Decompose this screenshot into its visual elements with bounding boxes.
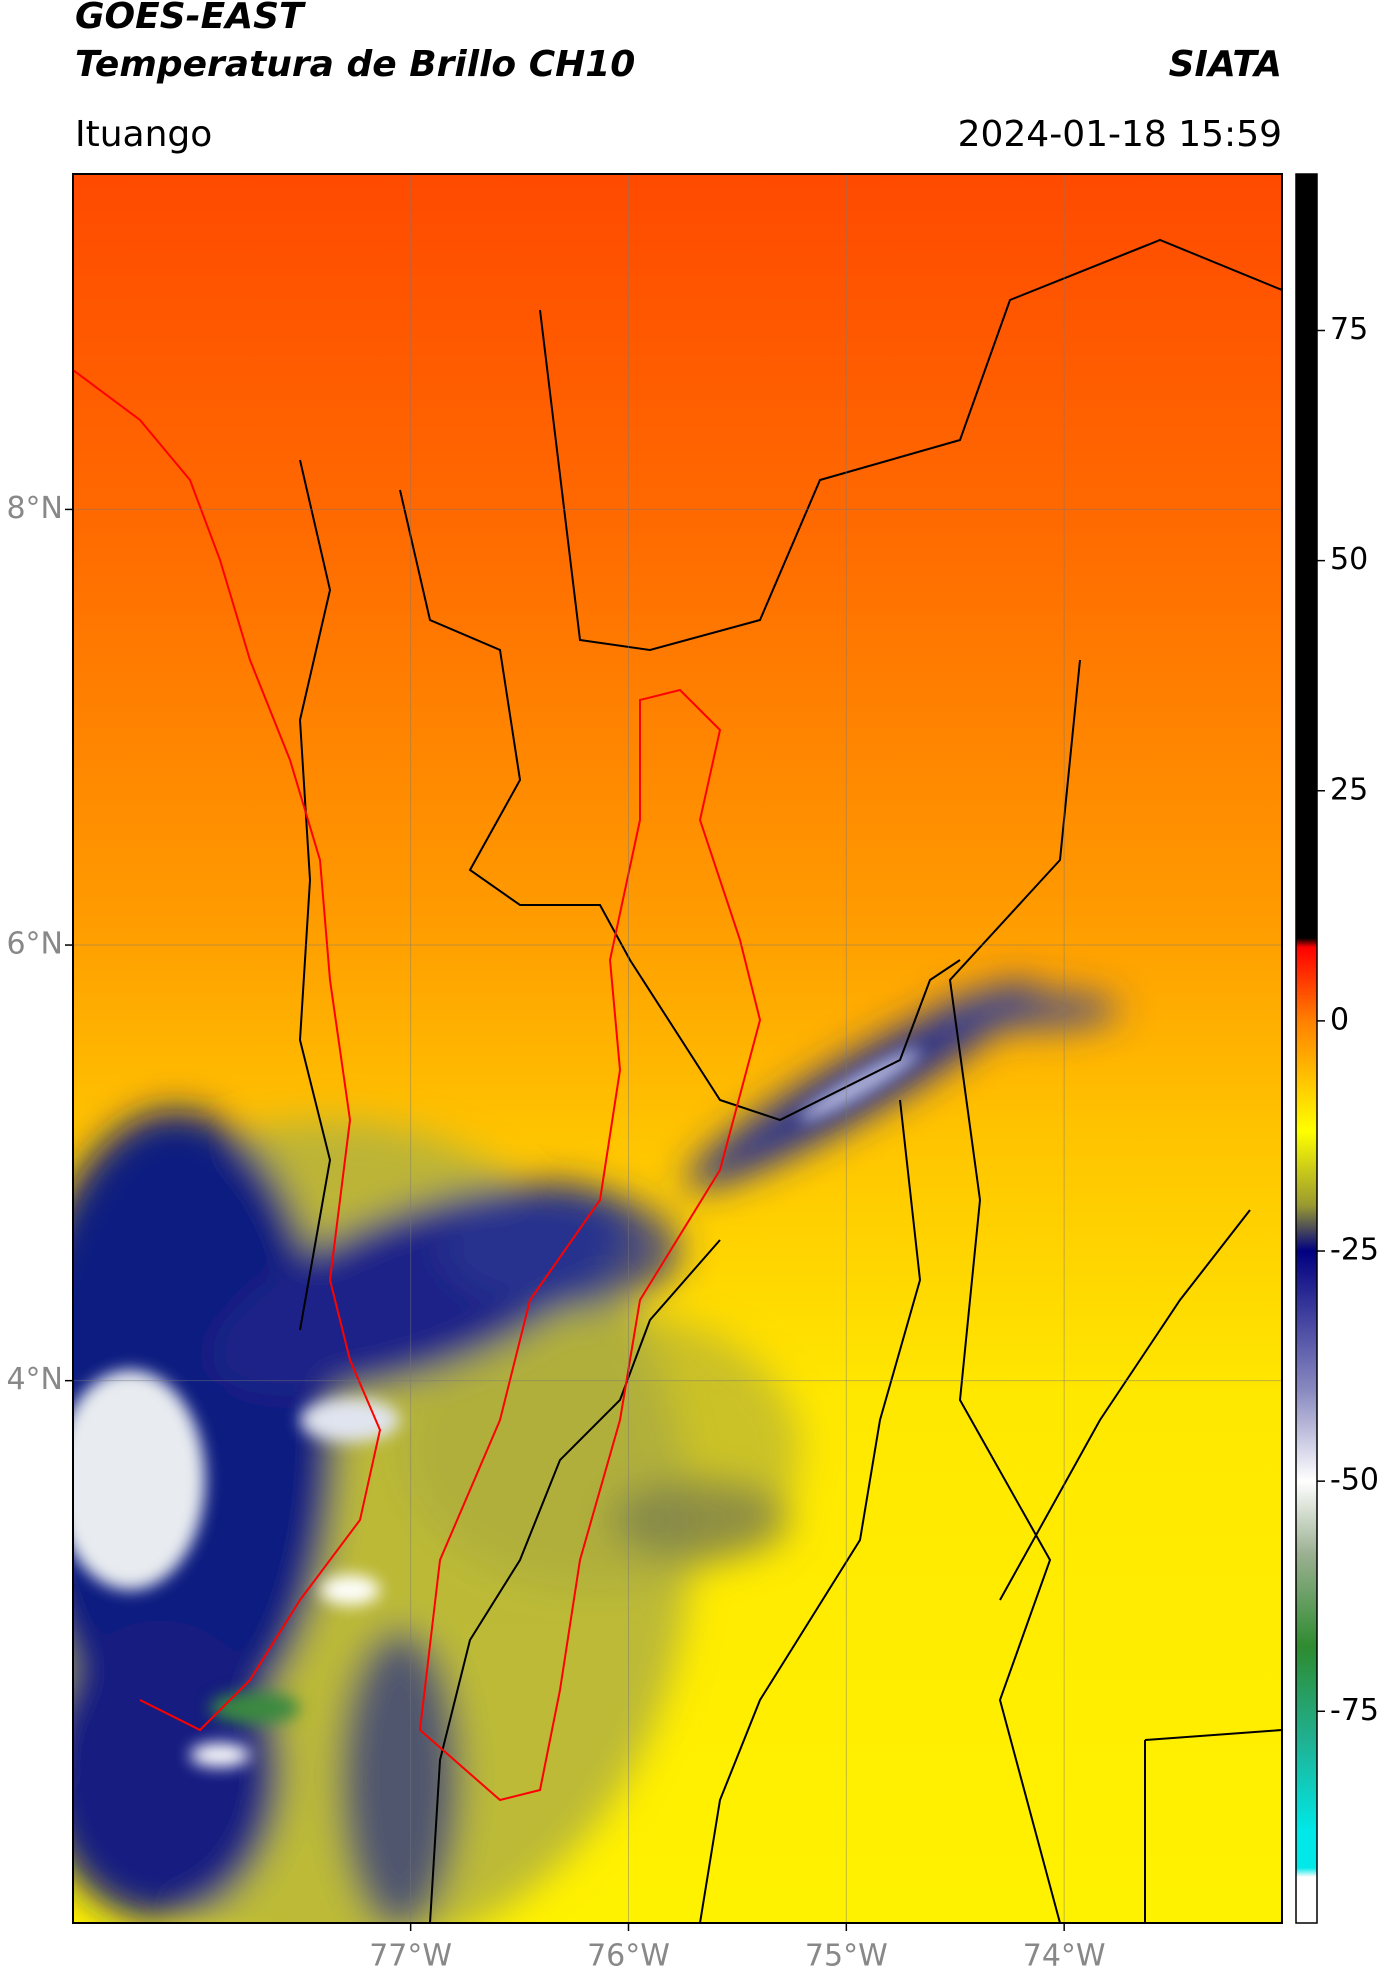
borders [298, 238, 1282, 1923]
cloud-core [73, 1048, 921, 1767]
lat-tick-label: 4°N [6, 1362, 63, 1397]
region: Ituango [75, 114, 212, 155]
lon-tick-label: 76°W [587, 1939, 670, 1974]
map-field [73, 174, 1282, 1923]
source: SIATA [1169, 44, 1282, 85]
lat-tick-label: 8°N [6, 491, 63, 526]
map-frame [72, 173, 1283, 1924]
title: GOES-EAST [75, 0, 306, 37]
coast-and-watershed [73, 369, 762, 1802]
colorbar-tick-label: 50 [1330, 542, 1368, 577]
cloud-field [73, 981, 1120, 1923]
datetime: 2024-01-18 15:59 [958, 114, 1282, 155]
lat-tick-label: 6°N [6, 927, 63, 962]
colorbar-tick-label: 25 [1330, 772, 1368, 807]
lon-tick-label: 77°W [369, 1939, 452, 1974]
subtitle: Temperatura de Brillo CH10 [75, 44, 635, 85]
lon-tick-label: 75°W [805, 1939, 888, 1974]
colorbar-tick-label: -50 [1330, 1463, 1379, 1498]
lon-tick-label: 74°W [1023, 1939, 1106, 1974]
colorbar-tick-label: 0 [1330, 1002, 1349, 1037]
grid [73, 174, 1282, 1923]
colorbar-tick-label: -25 [1330, 1233, 1379, 1268]
colorbar [1295, 173, 1318, 1924]
colorbar-tick-label: -75 [1330, 1693, 1379, 1728]
colorbar-tick-label: 75 [1330, 312, 1368, 347]
